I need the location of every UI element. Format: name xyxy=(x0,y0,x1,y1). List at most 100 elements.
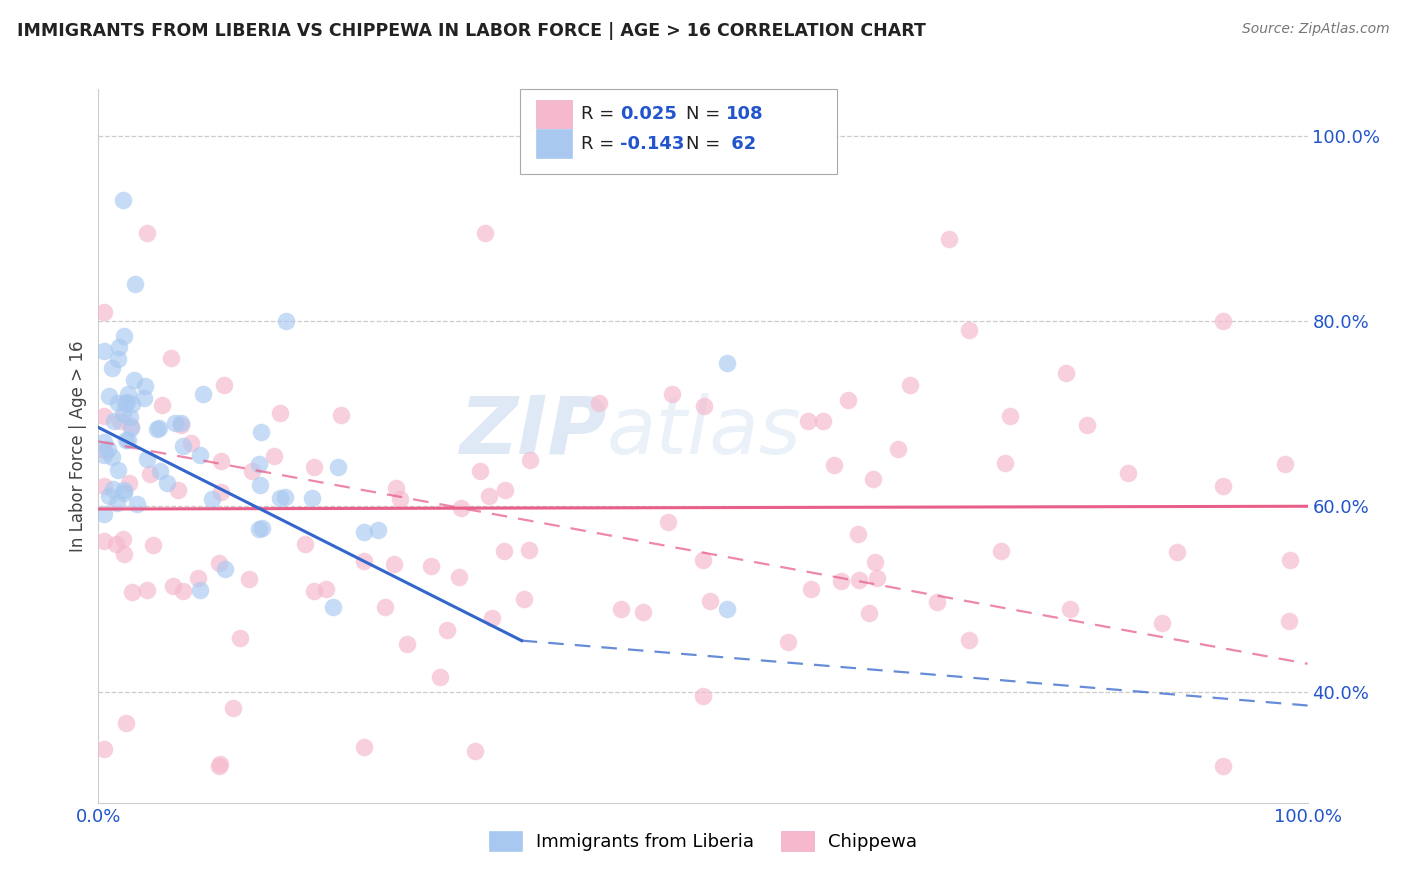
Text: Source: ZipAtlas.com: Source: ZipAtlas.com xyxy=(1241,22,1389,37)
Point xyxy=(367,523,389,537)
Text: 62: 62 xyxy=(725,135,756,153)
Text: ZIP: ZIP xyxy=(458,392,606,471)
Point xyxy=(166,483,188,497)
Point xyxy=(1116,466,1139,480)
Point xyxy=(1152,616,1174,631)
Point xyxy=(135,583,157,598)
Point xyxy=(97,489,120,503)
Point xyxy=(517,543,540,558)
Point xyxy=(692,690,714,704)
Point xyxy=(716,601,738,615)
Point xyxy=(862,472,884,486)
Text: IMMIGRANTS FROM LIBERIA VS CHIPPEWA IN LABOR FORCE | AGE > 16 CORRELATION CHART: IMMIGRANTS FROM LIBERIA VS CHIPPEWA IN L… xyxy=(17,22,925,40)
Point xyxy=(121,397,143,411)
Point xyxy=(101,450,124,464)
Point xyxy=(302,584,325,599)
Point xyxy=(124,277,146,291)
Point xyxy=(353,740,375,755)
Point xyxy=(121,584,143,599)
Point xyxy=(447,570,470,584)
Point xyxy=(938,232,960,246)
Point xyxy=(429,670,451,684)
Text: R =: R = xyxy=(581,105,620,123)
Point xyxy=(100,361,122,376)
Point xyxy=(492,544,515,558)
Point xyxy=(98,389,121,403)
Text: -0.143: -0.143 xyxy=(620,135,685,153)
Point xyxy=(778,635,800,649)
Point xyxy=(105,537,128,551)
Point xyxy=(811,414,834,428)
Point xyxy=(858,606,880,620)
Point xyxy=(464,744,486,758)
Point xyxy=(93,409,115,423)
Point xyxy=(107,463,129,477)
Point xyxy=(990,543,1012,558)
Point xyxy=(374,599,396,614)
Text: R =: R = xyxy=(581,135,620,153)
Point xyxy=(494,483,516,497)
Point xyxy=(112,329,135,343)
Point xyxy=(132,391,155,405)
Point xyxy=(191,387,214,401)
Point xyxy=(301,491,323,505)
Point xyxy=(228,631,250,645)
Point xyxy=(150,399,173,413)
Point xyxy=(353,553,375,567)
Point xyxy=(1076,417,1098,432)
Point xyxy=(240,464,263,478)
Point xyxy=(588,396,610,410)
Point xyxy=(998,409,1021,424)
Point xyxy=(692,399,714,413)
Point xyxy=(120,421,142,435)
Point xyxy=(692,553,714,567)
Point xyxy=(1059,602,1081,616)
Point xyxy=(436,623,458,637)
Point xyxy=(170,416,193,430)
Point xyxy=(135,452,157,467)
Point xyxy=(138,467,160,481)
Point xyxy=(846,527,869,541)
Point xyxy=(107,340,129,354)
Point xyxy=(865,555,887,569)
Point xyxy=(159,351,181,365)
Point xyxy=(103,414,125,428)
Point xyxy=(170,417,193,432)
Point xyxy=(112,485,135,500)
Point xyxy=(250,425,273,439)
Point xyxy=(124,373,146,387)
Point xyxy=(269,406,291,420)
Point xyxy=(114,396,136,410)
Point xyxy=(201,491,224,506)
Point xyxy=(107,396,129,410)
Point xyxy=(117,386,139,401)
Point xyxy=(146,422,169,436)
Point xyxy=(848,573,870,587)
Point xyxy=(481,611,503,625)
Point xyxy=(699,594,721,608)
Point xyxy=(468,464,491,478)
Point xyxy=(115,715,138,730)
Point xyxy=(249,477,271,491)
Point xyxy=(1274,458,1296,472)
Point xyxy=(112,547,135,561)
Point xyxy=(866,571,889,585)
Point xyxy=(519,452,541,467)
Point xyxy=(419,559,441,574)
Point xyxy=(93,443,115,458)
Text: atlas: atlas xyxy=(606,392,801,471)
Point xyxy=(450,501,472,516)
Point xyxy=(97,442,120,456)
Point xyxy=(1166,545,1188,559)
Point xyxy=(294,537,316,551)
Point xyxy=(111,532,134,546)
Point xyxy=(1278,614,1301,628)
Point xyxy=(188,582,211,597)
Point xyxy=(93,507,115,521)
Point xyxy=(135,226,157,240)
Point xyxy=(209,454,232,468)
Point xyxy=(661,387,683,401)
Point xyxy=(115,433,138,447)
Point xyxy=(172,439,194,453)
Point xyxy=(247,457,270,471)
